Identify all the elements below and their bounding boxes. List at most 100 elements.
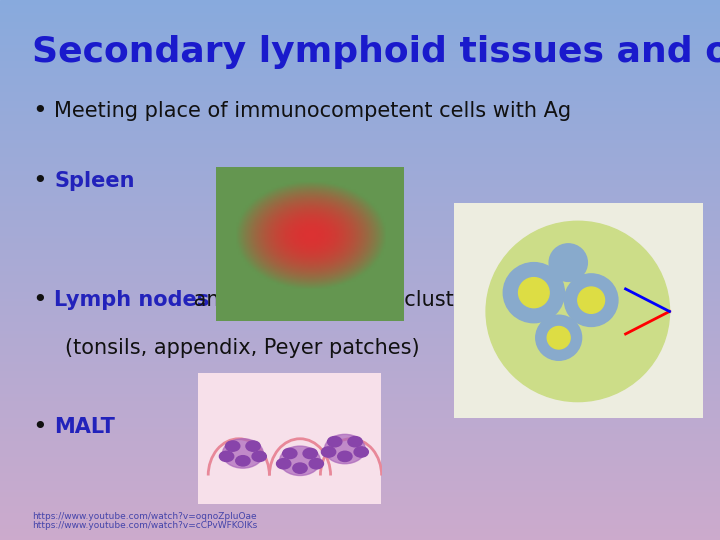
Bar	[0, 335, 720, 336]
Bar	[0, 410, 720, 412]
Bar	[0, 56, 720, 58]
Bar	[0, 313, 720, 315]
Bar	[0, 211, 720, 212]
Bar	[0, 488, 720, 490]
Bar	[0, 353, 720, 355]
Bar	[0, 452, 720, 454]
Bar	[0, 293, 720, 295]
Bar	[0, 223, 720, 225]
Bar	[0, 304, 720, 306]
Text: and their organized clusters: and their organized clusters	[187, 289, 486, 310]
Circle shape	[293, 463, 307, 473]
Bar	[0, 2, 720, 4]
Bar	[0, 144, 720, 146]
Bar	[0, 342, 720, 344]
Bar	[0, 295, 720, 297]
Bar	[0, 266, 720, 268]
Bar	[0, 428, 720, 430]
Bar	[0, 470, 720, 471]
Circle shape	[246, 441, 260, 451]
Circle shape	[235, 456, 250, 466]
Bar	[0, 436, 720, 437]
Circle shape	[547, 327, 570, 349]
Bar	[0, 288, 720, 290]
Bar	[0, 171, 720, 173]
Bar	[0, 164, 720, 166]
Bar	[0, 83, 720, 85]
Bar	[0, 351, 720, 353]
Bar	[0, 185, 720, 187]
Bar	[0, 459, 720, 461]
Bar	[0, 47, 720, 49]
Bar	[0, 123, 720, 124]
Bar	[0, 346, 720, 347]
Bar	[0, 27, 720, 29]
Bar	[0, 174, 720, 177]
Text: (tonsils, appendix, Peyer patches): (tonsils, appendix, Peyer patches)	[65, 338, 420, 359]
Bar	[0, 502, 720, 504]
Bar	[0, 331, 720, 333]
Bar	[0, 135, 720, 137]
Bar	[0, 360, 720, 362]
Bar	[0, 158, 720, 160]
Bar	[0, 43, 720, 45]
Bar	[0, 139, 720, 140]
Bar	[0, 427, 720, 428]
Bar	[0, 182, 720, 184]
Bar	[0, 108, 720, 110]
Bar	[0, 290, 720, 292]
Bar	[0, 12, 720, 15]
Bar	[0, 147, 720, 150]
Bar	[0, 113, 720, 115]
Bar	[0, 464, 720, 466]
Bar	[0, 218, 720, 220]
Bar	[0, 522, 720, 524]
Bar	[0, 157, 720, 158]
Bar	[0, 0, 720, 2]
Bar	[0, 443, 720, 444]
Bar	[0, 137, 720, 139]
Bar	[0, 463, 720, 464]
Bar	[0, 133, 720, 135]
Text: Secondary lymphoid tissues and organs: Secondary lymphoid tissues and organs	[32, 35, 720, 69]
Bar	[0, 501, 720, 502]
Circle shape	[225, 441, 240, 451]
Bar	[0, 49, 720, 50]
Bar	[0, 272, 720, 274]
Bar	[0, 520, 720, 522]
Bar	[0, 54, 720, 56]
Bar	[0, 204, 720, 205]
Bar	[0, 274, 720, 275]
Bar	[0, 468, 720, 470]
Bar	[0, 482, 720, 484]
Bar	[0, 412, 720, 414]
Bar	[0, 536, 720, 538]
Bar	[0, 243, 720, 245]
Bar	[0, 497, 720, 498]
Bar	[0, 389, 720, 390]
Bar	[0, 187, 720, 189]
Bar	[0, 63, 720, 65]
Bar	[0, 173, 720, 174]
Bar	[0, 70, 720, 72]
Bar	[0, 23, 720, 25]
Bar	[0, 315, 720, 317]
Bar	[0, 236, 720, 238]
Bar	[0, 261, 720, 263]
Bar	[0, 112, 720, 113]
Bar	[0, 38, 720, 39]
Bar	[0, 301, 720, 302]
Bar	[0, 369, 720, 371]
Bar	[0, 454, 720, 455]
Bar	[0, 425, 720, 427]
Bar	[0, 74, 720, 76]
Bar	[0, 200, 720, 201]
Bar	[0, 439, 720, 441]
Bar	[0, 329, 720, 331]
Bar	[0, 58, 720, 59]
Bar	[0, 50, 720, 52]
Bar	[0, 376, 720, 378]
Bar	[0, 430, 720, 432]
Bar	[0, 475, 720, 477]
Bar	[0, 423, 720, 425]
